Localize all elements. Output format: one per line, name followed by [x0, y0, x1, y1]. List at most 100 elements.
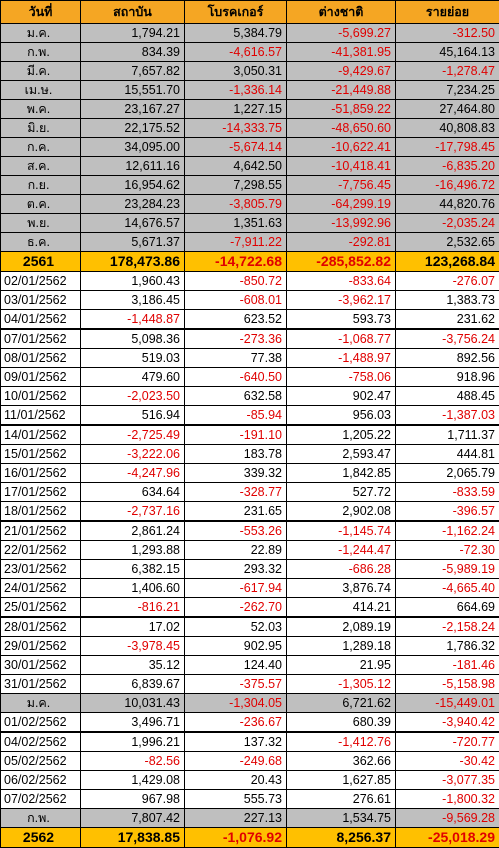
broker-cell: -7,911.22 [185, 233, 287, 252]
retail-cell: -9,569.28 [396, 809, 499, 828]
foreign-cell: 276.61 [287, 790, 396, 809]
institution-cell: 17,838.85 [81, 828, 185, 848]
retail-cell: 45,164.13 [396, 43, 499, 62]
institution-cell: 1,996.21 [81, 732, 185, 752]
foreign-cell: 2,089.19 [287, 617, 396, 637]
date-cell: ก.พ. [1, 43, 81, 62]
broker-cell: 4,642.50 [185, 157, 287, 176]
date-cell: 07/02/2562 [1, 790, 81, 809]
date-cell: 01/02/2562 [1, 713, 81, 733]
broker-cell: -608.01 [185, 291, 287, 310]
date-cell: 2562 [1, 828, 81, 848]
date-cell: เม.ษ. [1, 81, 81, 100]
foreign-cell: 1,205.22 [287, 425, 396, 445]
foreign-cell: 21.95 [287, 656, 396, 675]
retail-cell: -720.77 [396, 732, 499, 752]
broker-cell: -236.67 [185, 713, 287, 733]
foreign-cell: -292.81 [287, 233, 396, 252]
header-row: วันที่ สถาบัน โบรคเกอร์ ต่างชาติ รายย่อย [1, 1, 499, 24]
institution-cell: 516.94 [81, 406, 185, 426]
foreign-cell: 593.73 [287, 310, 396, 330]
foreign-cell: -9,429.67 [287, 62, 396, 81]
retail-cell: -1,278.47 [396, 62, 499, 81]
foreign-cell: -51,859.22 [287, 100, 396, 119]
retail-cell: -1,800.32 [396, 790, 499, 809]
broker-cell: 231.65 [185, 502, 287, 522]
broker-cell: 555.73 [185, 790, 287, 809]
retail-cell: -276.07 [396, 272, 499, 291]
broker-cell: 3,050.31 [185, 62, 287, 81]
broker-cell: -850.72 [185, 272, 287, 291]
broker-cell: 632.58 [185, 387, 287, 406]
broker-cell: -617.94 [185, 579, 287, 598]
broker-cell: -1,336.14 [185, 81, 287, 100]
institution-cell: -1,448.87 [81, 310, 185, 330]
date-cell: 02/01/2562 [1, 272, 81, 291]
retail-cell: 488.45 [396, 387, 499, 406]
broker-cell: 227.13 [185, 809, 287, 828]
institution-cell: 5,671.37 [81, 233, 185, 252]
institution-cell: 14,676.57 [81, 214, 185, 233]
header-institution: สถาบัน [81, 1, 185, 24]
foreign-cell: 1,842.85 [287, 464, 396, 483]
foreign-cell: -48,650.60 [287, 119, 396, 138]
foreign-cell: -64,299.19 [287, 195, 396, 214]
institution-cell: 3,496.71 [81, 713, 185, 733]
institution-cell: 1,429.08 [81, 771, 185, 790]
retail-cell: -16,496.72 [396, 176, 499, 195]
retail-cell: -4,665.40 [396, 579, 499, 598]
broker-cell: -1,076.92 [185, 828, 287, 848]
date-cell: พ.ย. [1, 214, 81, 233]
date-cell: 09/01/2562 [1, 368, 81, 387]
retail-cell: -312.50 [396, 24, 499, 43]
retail-cell: 2,532.65 [396, 233, 499, 252]
broker-cell: 137.32 [185, 732, 287, 752]
foreign-cell: 902.47 [287, 387, 396, 406]
foreign-cell: -1,068.77 [287, 329, 396, 349]
institution-cell: 1,406.60 [81, 579, 185, 598]
foreign-cell: 6,721.62 [287, 694, 396, 713]
broker-cell: 623.52 [185, 310, 287, 330]
retail-cell: -1,162.24 [396, 521, 499, 541]
month-summary-row: ก.ค.34,095.00-5,674.14-10,622.41-17,798.… [1, 138, 499, 157]
broker-cell: -85.94 [185, 406, 287, 426]
date-cell: 22/01/2562 [1, 541, 81, 560]
date-cell: ก.พ. [1, 809, 81, 828]
foreign-cell: 2,902.08 [287, 502, 396, 522]
retail-cell: 1,383.73 [396, 291, 499, 310]
retail-cell: 892.56 [396, 349, 499, 368]
foreign-cell: -3,962.17 [287, 291, 396, 310]
foreign-cell: 414.21 [287, 598, 396, 618]
institution-cell: -2,725.49 [81, 425, 185, 445]
broker-cell: 183.78 [185, 445, 287, 464]
broker-cell: 1,227.15 [185, 100, 287, 119]
institution-cell: 1,960.43 [81, 272, 185, 291]
retail-cell: -2,158.24 [396, 617, 499, 637]
foreign-cell: 1,289.18 [287, 637, 396, 656]
date-cell: 08/01/2562 [1, 349, 81, 368]
retail-cell: 664.69 [396, 598, 499, 618]
institution-cell: 519.03 [81, 349, 185, 368]
date-cell: มิ.ย. [1, 119, 81, 138]
retail-cell: 231.62 [396, 310, 499, 330]
